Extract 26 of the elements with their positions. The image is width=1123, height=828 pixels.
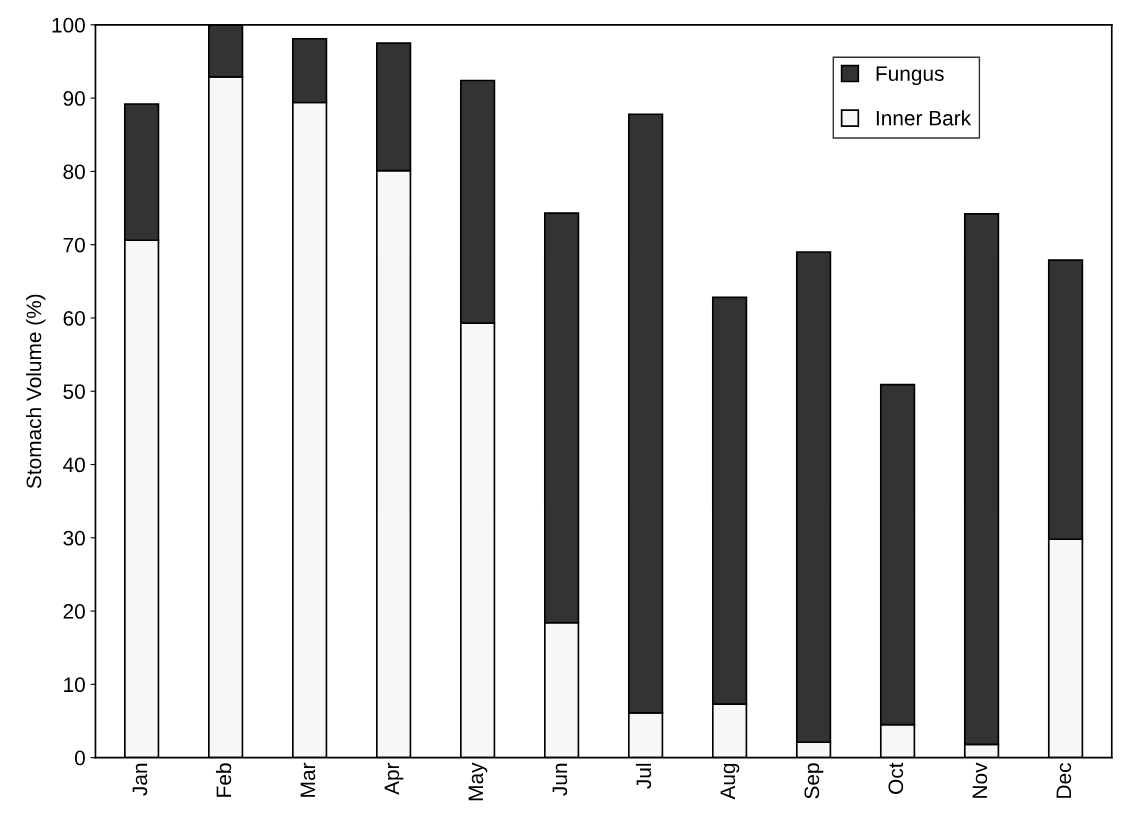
legend-label: Fungus <box>876 66 944 86</box>
x-tick-label: Mar <box>300 762 316 797</box>
y-axis-title: Stomach Volume (%) <box>26 294 46 489</box>
y-tick-label: 30 <box>63 530 85 546</box>
legend-label: Inner Bark <box>876 110 972 126</box>
y-tick-label: 10 <box>64 677 85 693</box>
x-tick-label: Nov <box>972 762 988 798</box>
x-tick-label: Dec <box>1056 763 1072 798</box>
y-tick-label: 90 <box>63 91 85 106</box>
y-tick-label: 50 <box>63 384 85 399</box>
y-tick-label: 0 <box>74 750 85 766</box>
y-tick-label: 40 <box>63 457 85 473</box>
x-tick-label: Sep <box>804 763 824 799</box>
x-tick-label: May <box>468 762 488 801</box>
x-tick-label: Jan <box>132 763 148 796</box>
y-tick-label: 70 <box>63 237 85 253</box>
x-tick-label: Jul <box>635 763 652 789</box>
y-tick-label: 20 <box>63 604 85 619</box>
x-tick-label: Jun <box>552 763 568 796</box>
y-tick-label: 80 <box>63 164 85 180</box>
x-tick-label: Apr <box>384 762 404 795</box>
x-tick-label: Oct <box>888 762 904 794</box>
x-tick-label: Feb <box>215 763 232 797</box>
y-tick-label: 60 <box>63 310 85 326</box>
x-tick-label: Aug <box>720 763 740 800</box>
y-tick-label: 100 <box>52 17 85 33</box>
